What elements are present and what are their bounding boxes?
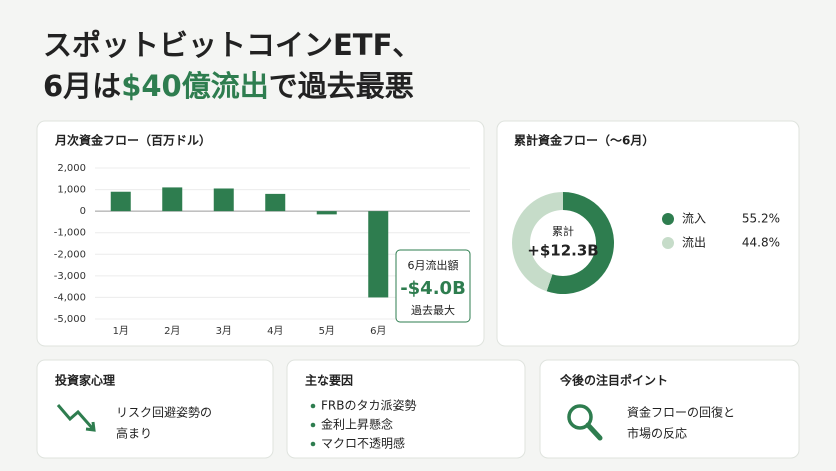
x-tick-label: 1月 — [113, 325, 129, 337]
chart-title: 月次資金フロー（百万ドル） — [54, 133, 211, 148]
bullet — [310, 441, 316, 447]
chart-title: 累計資金フロー（〜6月） — [514, 133, 654, 148]
center-value: +$12.3B — [527, 242, 598, 260]
card — [496, 120, 800, 347]
bar — [316, 211, 337, 215]
x-tick-label: 5月 — [319, 325, 335, 337]
panel-text: 資金フローの回復と — [627, 405, 735, 420]
x-tick-label: 4月 — [267, 325, 283, 337]
card — [286, 359, 526, 459]
x-tick-label: 2月 — [164, 325, 180, 337]
y-tick-label: -2,000 — [54, 249, 86, 260]
legend-swatch — [662, 213, 674, 225]
x-tick-label: 6月 — [370, 325, 386, 337]
donut-segment — [512, 192, 563, 292]
callout-box — [395, 249, 471, 323]
panel-title: 投資家心理 — [55, 373, 115, 388]
callout-value: -$4.0B — [400, 278, 466, 299]
headline-part: で過去最悪 — [269, 69, 414, 103]
bar — [265, 193, 286, 212]
y-tick-label: -3,000 — [54, 271, 86, 282]
panel-text: 高まり — [116, 426, 152, 441]
y-tick-label: 0 — [80, 206, 86, 217]
center-label: 累計 — [552, 224, 574, 238]
trend-icon — [56, 404, 96, 432]
callout-note: 過去最大 — [411, 303, 455, 317]
y-tick-label: -4,000 — [54, 292, 86, 303]
card — [539, 359, 800, 459]
legend-value: 44.8% — [742, 236, 780, 250]
search-icon — [585, 422, 603, 441]
panel-title: 主な要因 — [305, 373, 353, 388]
bullet — [310, 403, 316, 409]
bullet-text: マクロ不透明感 — [321, 436, 405, 451]
y-tick-label: -5,000 — [54, 314, 86, 325]
donut-segment — [546, 192, 614, 294]
y-tick-label: 2,000 — [57, 163, 86, 174]
panel-title: 今後の注目ポイント — [559, 373, 668, 388]
y-tick-label: -1,000 — [54, 228, 86, 239]
headline-part: 6月は — [43, 69, 121, 103]
bar — [368, 211, 389, 298]
bullet-text: FRBのタカ派姿勢 — [321, 398, 416, 413]
bar — [162, 187, 183, 212]
bullet — [310, 422, 316, 428]
search-icon — [567, 404, 593, 430]
bar — [213, 188, 234, 212]
headline-highlight: $40億流出 — [121, 69, 269, 103]
legend-label: 流入 — [682, 212, 706, 226]
card — [36, 359, 274, 459]
y-tick-label: 1,000 — [57, 185, 86, 196]
x-tick-label: 3月 — [216, 325, 232, 337]
callout-title: 6月流出額 — [408, 258, 459, 272]
panel-text: 市場の反応 — [627, 426, 687, 441]
legend-value: 55.2% — [742, 212, 780, 226]
panel-text: リスク回避姿勢の — [116, 405, 212, 420]
bar — [110, 191, 131, 212]
legend-label: 流出 — [682, 236, 706, 250]
bullet-text: 金利上昇懸念 — [321, 417, 393, 432]
legend-swatch — [662, 237, 674, 249]
headline: 6月は$40億流出で過去最悪 — [43, 69, 414, 103]
headline: スポットビットコインETF、 — [43, 28, 421, 62]
